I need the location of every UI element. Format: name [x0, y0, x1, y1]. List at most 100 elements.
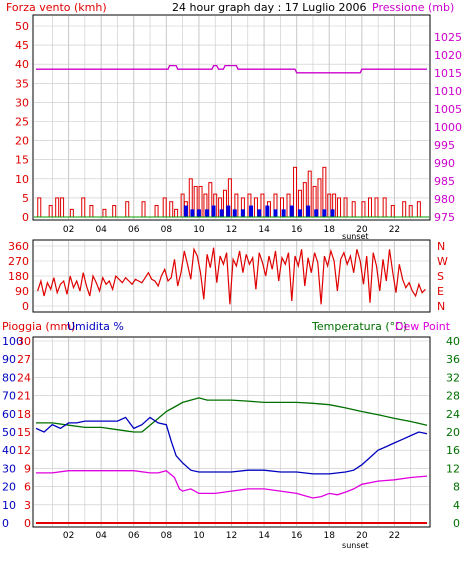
x-tick-label: 08 [161, 531, 173, 541]
humidity-axis-label: Umidita % [67, 320, 124, 333]
temperature-tick-label: 24 [446, 408, 460, 421]
rain-tick-label: 6 [24, 481, 31, 494]
rain-tick-label: 12 [17, 444, 31, 457]
x-tick-label: 02 [63, 225, 74, 235]
temperature-tick-label: 0 [453, 517, 460, 530]
pressure-axis-label: Pressione (mb) [372, 1, 454, 14]
wind-tick-label: 0 [22, 211, 29, 224]
compass-tick-label: N [437, 300, 445, 313]
gust-bar [196, 209, 201, 217]
x-tick-label: 18 [324, 531, 336, 541]
humidity-tick-label: 80 [2, 371, 16, 384]
wind-tick-label: 10 [15, 173, 29, 186]
compass-tick-label: W [437, 255, 448, 268]
middle-panel-series [37, 247, 426, 305]
x-tick-label: 02 [63, 531, 74, 541]
direction-tick-label: 180 [8, 270, 29, 283]
gust-bar [219, 209, 224, 217]
pressure-tick-label: 1020 [434, 49, 462, 62]
x-tick-label: 06 [128, 531, 140, 541]
temperature-tick-label: 32 [446, 371, 460, 384]
x-tick-label: 04 [95, 531, 107, 541]
direction-tick-label: 360 [8, 240, 29, 253]
gust-bar [226, 205, 231, 217]
pressure-tick-label: 1000 [434, 121, 462, 134]
tick-labels: 0202040406060808101012121414161618182020… [2, 20, 462, 550]
humidity-tick-label: 50 [2, 426, 16, 439]
temperature-tick-label: 16 [446, 444, 460, 457]
pressure-tick-label: 1025 [434, 31, 462, 44]
pressure-tick-label: 1010 [434, 85, 462, 98]
humidity-tick-label: 10 [2, 499, 16, 512]
top-panel-series [34, 64, 429, 218]
pressure-tick-label: 995 [434, 139, 455, 152]
rain-tick-label: 3 [24, 499, 31, 512]
temperature-axis-label: Temperatura (°C) [311, 320, 407, 333]
dewpoint-line [36, 469, 428, 499]
x-tick-label: 12 [226, 225, 237, 235]
humidity-tick-label: 60 [2, 408, 16, 421]
chart-title: 24 hour graph day : 17 Luglio 2006 [172, 1, 367, 14]
x-tick-label: 18 [324, 225, 336, 235]
humidity-tick-label: 70 [2, 390, 16, 403]
grid-lines [34, 16, 429, 526]
pressure-tick-label: 1015 [434, 67, 462, 80]
direction-tick-label: 90 [15, 285, 29, 298]
wind-tick-label: 15 [15, 154, 29, 167]
x-tick-label: 08 [161, 225, 173, 235]
gust-bar [289, 205, 294, 217]
temperature-tick-label: 36 [446, 353, 460, 366]
x-tick-label: 14 [258, 225, 270, 235]
gust-bar [265, 205, 270, 217]
wind-tick-label: 30 [15, 96, 29, 109]
sunset-label: sunset [342, 232, 369, 241]
x-tick-label: 04 [95, 225, 107, 235]
wind-tick-label: 5 [22, 192, 29, 205]
x-tick-label: 10 [193, 531, 205, 541]
wind-tick-label: 25 [15, 116, 29, 129]
x-tick-label: 12 [226, 531, 237, 541]
compass-tick-label: S [437, 270, 444, 283]
gust-bar [281, 209, 286, 217]
gust-bar [322, 209, 327, 217]
humidity-tick-label: 40 [2, 444, 16, 457]
dewpoint-axis-label: Dew Point [395, 320, 451, 333]
pressure-tick-label: 990 [434, 157, 455, 170]
pressure-tick-label: 980 [434, 193, 455, 206]
temperature-line [36, 397, 428, 433]
gust-bar [205, 209, 210, 217]
rain-tick-label: 0 [24, 517, 31, 530]
wind-tick-label: 40 [15, 58, 29, 71]
sunset-label: sunset [342, 541, 369, 550]
gust-bar [306, 205, 311, 217]
x-tick-label: 16 [291, 531, 303, 541]
rain-tick-label: 18 [17, 408, 31, 421]
x-tick-label: 14 [258, 531, 270, 541]
temperature-tick-label: 20 [446, 426, 460, 439]
temperature-tick-label: 12 [446, 462, 460, 475]
humidity-line [35, 416, 428, 475]
gust-bar [183, 205, 188, 217]
gust-bar [330, 209, 335, 217]
wind-tick-label: 35 [15, 77, 29, 90]
humidity-tick-label: 30 [2, 462, 16, 475]
gust-bar [297, 209, 302, 217]
rain-tick-label: 15 [17, 426, 31, 439]
compass-tick-label: E [437, 285, 444, 298]
rain-tick-label: 27 [17, 353, 31, 366]
pressure-tick-label: 985 [434, 175, 455, 188]
temperature-tick-label: 4 [453, 499, 460, 512]
gust-bar [257, 209, 262, 217]
wind-tick-label: 45 [15, 39, 29, 52]
x-tick-label: 22 [389, 531, 400, 541]
gust-bar [314, 209, 319, 217]
x-tick-label: 22 [389, 225, 400, 235]
direction-tick-label: 270 [8, 255, 29, 268]
rain-axis-label: Pioggia (mm) [2, 320, 75, 333]
wind-tick-label: 50 [15, 20, 29, 33]
bottom-panel-series [35, 397, 428, 524]
gust-bar [273, 209, 278, 217]
pressure-tick-label: 1005 [434, 103, 462, 116]
